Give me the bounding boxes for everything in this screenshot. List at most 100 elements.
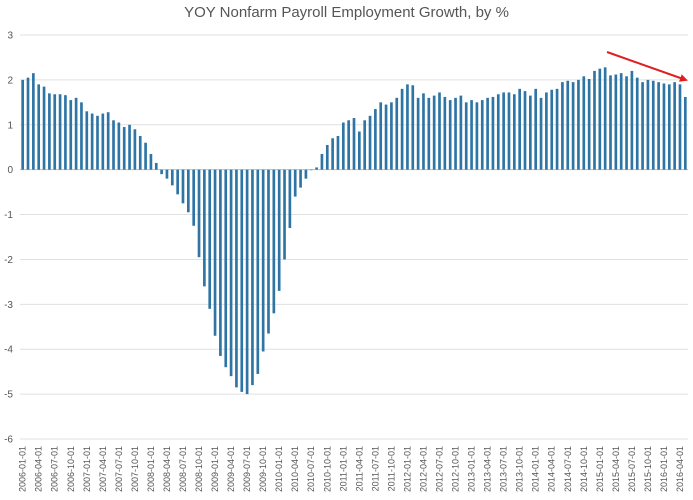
x-tick-label: 2013-07-01 xyxy=(499,446,509,492)
bar xyxy=(577,79,580,170)
x-tick-label: 2006-10-01 xyxy=(66,446,76,492)
x-tick-label: 2008-07-01 xyxy=(178,446,188,492)
bar xyxy=(208,169,212,309)
bar xyxy=(96,115,99,170)
bar xyxy=(619,73,623,170)
y-tick-label: -5 xyxy=(4,390,13,401)
red-arrow-annotation xyxy=(606,51,688,82)
bar xyxy=(550,89,554,170)
bar xyxy=(170,169,174,186)
y-tick-label: -4 xyxy=(4,345,13,356)
bar xyxy=(464,102,468,170)
bar xyxy=(347,120,350,170)
bar xyxy=(128,124,131,170)
bar xyxy=(261,169,265,352)
gridlines xyxy=(20,34,688,440)
bar xyxy=(235,169,238,388)
x-tick-label: 2006-04-01 xyxy=(34,446,44,492)
bar xyxy=(224,169,228,368)
bar xyxy=(69,100,73,170)
bar xyxy=(496,94,500,170)
bar xyxy=(422,93,425,170)
bar xyxy=(352,118,356,170)
bar xyxy=(587,78,591,170)
y-tick-label: -3 xyxy=(4,300,13,311)
bar xyxy=(667,84,671,170)
bar xyxy=(635,77,639,170)
bar xyxy=(160,169,163,175)
bar xyxy=(37,84,41,170)
chart-title: YOY Nonfarm Payroll Employment Growth, b… xyxy=(184,4,509,21)
x-tick-label: 2008-01-01 xyxy=(146,446,156,492)
bar xyxy=(267,169,270,334)
bar xyxy=(117,122,121,170)
bar xyxy=(272,169,276,314)
bar xyxy=(411,85,415,170)
bar xyxy=(288,169,292,229)
y-tick-label: -6 xyxy=(4,435,13,446)
bar xyxy=(176,169,179,195)
bar xyxy=(603,67,607,170)
bar xyxy=(358,131,361,170)
bar xyxy=(74,97,78,170)
x-tick-label: 2015-01-01 xyxy=(595,446,605,492)
bars xyxy=(21,67,687,395)
x-tick-label: 2014-04-01 xyxy=(547,446,557,492)
x-tick-label: 2007-04-01 xyxy=(98,446,108,492)
bar xyxy=(245,169,249,395)
bar xyxy=(219,169,222,356)
bar xyxy=(363,120,367,170)
x-tick-label: 2015-07-01 xyxy=(627,446,637,492)
bar xyxy=(80,102,83,170)
bar xyxy=(181,169,185,204)
x-tick-label: 2009-01-01 xyxy=(210,446,220,492)
x-tick-label: 2010-04-01 xyxy=(290,446,300,492)
bar xyxy=(614,74,618,170)
x-tick-label: 2015-04-01 xyxy=(611,446,621,492)
x-tick-label: 2016-01-01 xyxy=(659,446,669,492)
x-tick-label: 2011-10-01 xyxy=(386,446,396,491)
bar xyxy=(85,111,89,170)
bar xyxy=(630,70,634,170)
bar xyxy=(101,113,105,170)
bar xyxy=(203,169,206,287)
x-tick-label: 2007-07-01 xyxy=(114,446,124,492)
y-tick-label: 2 xyxy=(7,75,13,86)
bar xyxy=(646,79,650,170)
bar xyxy=(283,169,286,260)
bar xyxy=(144,142,147,170)
bar xyxy=(507,92,511,170)
y-tick-label: -2 xyxy=(4,255,13,266)
bar xyxy=(555,88,559,170)
bar xyxy=(480,100,484,170)
bar xyxy=(683,96,687,170)
bar xyxy=(379,102,383,170)
bar xyxy=(438,92,441,170)
bar xyxy=(400,88,404,170)
bar xyxy=(384,104,388,170)
bar xyxy=(571,82,575,170)
x-tick-label: 2006-07-01 xyxy=(50,446,60,492)
bar xyxy=(154,162,158,170)
bar xyxy=(678,84,682,170)
x-tick-label: 2014-10-01 xyxy=(579,446,589,492)
bar xyxy=(58,94,62,170)
x-tick-label: 2012-10-01 xyxy=(451,446,461,492)
x-tick-label: 2013-10-01 xyxy=(515,446,525,492)
bar xyxy=(26,77,30,170)
x-tick-label: 2011-04-01 xyxy=(354,446,364,491)
bar xyxy=(523,91,527,170)
bar xyxy=(213,169,217,336)
bar xyxy=(582,76,586,170)
bar xyxy=(48,93,51,170)
bar xyxy=(32,73,35,170)
annotation-arrow xyxy=(606,51,688,82)
y-tick-label: -1 xyxy=(4,210,13,221)
x-tick-label: 2009-10-01 xyxy=(258,446,268,492)
bar xyxy=(165,169,169,179)
bar xyxy=(192,169,196,226)
bar xyxy=(53,94,57,170)
bar xyxy=(518,88,521,170)
bar xyxy=(475,102,479,170)
